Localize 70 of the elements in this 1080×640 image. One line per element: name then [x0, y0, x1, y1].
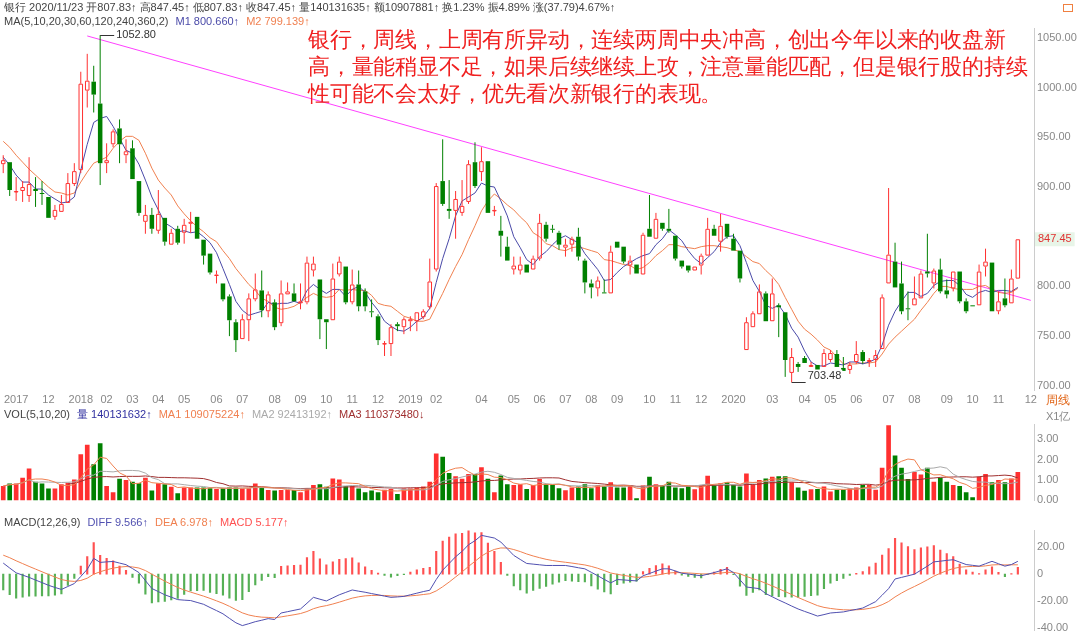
x-tick-label: 12: [371, 393, 385, 406]
y-tick-label: 1.00: [1037, 473, 1059, 486]
text: MA1 109075224↑: [158, 408, 245, 420]
x-tick-label: 2020: [721, 393, 746, 406]
x-tick-label: 05: [507, 393, 520, 406]
x-tick-label: 12: [42, 393, 55, 406]
x-tick-label: 2018: [68, 393, 94, 406]
x-tick-label: 05: [178, 393, 191, 406]
x-tick-label: 10: [320, 393, 333, 406]
text: M2 799.139↑: [246, 15, 310, 27]
x-tick-label: 2019: [398, 393, 423, 406]
y-tick-label: -20.00: [1037, 593, 1069, 606]
x-tick-label: 04: [152, 393, 165, 406]
x-tick-label: 09: [611, 393, 624, 406]
x-tick-label: 12: [1024, 393, 1037, 406]
text: M1 800.660↑: [175, 15, 240, 27]
text: 847.45: [1038, 232, 1072, 245]
x-tick-label: 04: [798, 393, 811, 406]
x-tick-label: 12: [695, 393, 708, 406]
x-tick-label: 02: [100, 393, 113, 406]
text: DIFF 9.566↑: [87, 516, 148, 528]
y-tick-label: 950.00: [1037, 130, 1071, 143]
x-tick-label: 11: [669, 393, 682, 406]
y-tick-label: 0.00: [1037, 493, 1059, 506]
text: DEA 6.978↑: [154, 516, 214, 528]
x-tick-label: 07: [559, 393, 572, 406]
y-tick-label: 1050.00: [1037, 30, 1077, 43]
x-tick-label: 08: [908, 393, 921, 406]
x-tick-label: 03: [766, 393, 779, 406]
x-tick-label: 07: [882, 393, 895, 406]
y-tick-label: -40.00: [1037, 620, 1069, 633]
legend-title: VOL(5,10,20): [4, 408, 71, 420]
y-tick-label: 3.00: [1037, 432, 1059, 445]
text: MACD 5.177↑: [220, 516, 289, 528]
x-tick-label: 04: [475, 393, 488, 406]
y-tick-label: 750.00: [1037, 329, 1071, 342]
x-tick-label: 02: [430, 393, 443, 406]
text: MA2 92413192↑: [251, 408, 333, 420]
y-tick-label: 20.00: [1037, 540, 1065, 553]
annotation: 1052.80: [116, 28, 156, 41]
x-tick-label: 09: [940, 393, 953, 406]
text: 量 140131632↑: [77, 408, 152, 420]
x-tick-label: 03: [126, 393, 139, 406]
x-tick-label: 08: [268, 393, 281, 406]
annotation: 703.48: [807, 369, 842, 382]
text: 银行，周线，上周有所异动，连续两周中央冲高，创出今年以来的收盘新高，量能稍显不足，如果后续继续上攻，注意量能匹配，但是银行股的持续性可能不会太好，优先看次新银行的表现。: [308, 27, 1029, 108]
y-tick-label: 1000.00: [1037, 80, 1077, 93]
x-tick-label: 08: [585, 393, 598, 406]
x-tick-label: 10: [966, 393, 979, 406]
x-tick-label: 06: [210, 393, 223, 406]
y-tick-label: 2.00: [1037, 452, 1059, 465]
y-tick-label: 0: [1037, 567, 1044, 580]
y-tick-label: 700.00: [1037, 378, 1071, 391]
y-tick-label: 900.00: [1037, 180, 1071, 193]
x-tick-label: 09: [294, 393, 307, 406]
x-tick-label: 11: [992, 393, 1005, 406]
legend-title: MACD(12,26,9): [4, 516, 81, 528]
text: MA3 110373480↓: [339, 408, 425, 420]
legend-title: MA(5,10,20,30,60,120,240,360,2): [4, 15, 169, 27]
x-tick-label: 06: [533, 393, 546, 406]
y-tick-label: 800.00: [1037, 279, 1071, 292]
x-tick-label: 06: [850, 393, 863, 406]
x-tick-label: 11: [346, 393, 358, 406]
y-axis-title: X1亿: [1046, 409, 1071, 424]
chart-subtitle: 银行 2020/11/23 开807.83↑ 高847.45↑ 低807.83↑ 收847.45↑ 量140131635↑ 额10907881↑ 换1.23% 振4.89% 涨(37.79)4.67%↑: [4, 1, 616, 14]
x-axis-title: 周线: [1046, 392, 1070, 409]
x-tick-label: 10: [643, 393, 656, 406]
x-tick-label: 2017: [3, 393, 29, 406]
x-tick-label: 07: [236, 393, 249, 406]
x-tick-label: 05: [824, 393, 837, 406]
